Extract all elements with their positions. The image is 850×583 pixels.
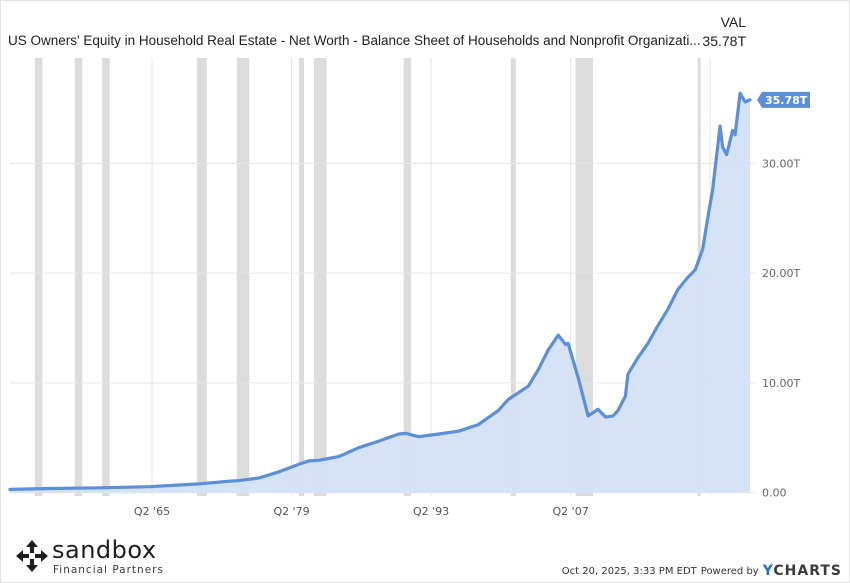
- sandbox-logo: sandbox Financial Partners: [16, 536, 166, 578]
- ycharts-logo-text: CHARTS: [773, 563, 842, 579]
- logo-tagline: Financial Partners: [53, 564, 164, 576]
- powered-by-label: Powered by: [700, 565, 759, 577]
- ycharts-logo-y: Y: [762, 563, 774, 579]
- logo-wordmark: sandbox: [52, 536, 157, 564]
- recession-band: [34, 58, 43, 496]
- current-value: 35.78T: [702, 33, 746, 49]
- y-tick-label: 20.00T: [762, 267, 800, 280]
- y-tick-label: 30.00T: [762, 157, 800, 170]
- val-column-label: VAL: [720, 14, 746, 30]
- recession-band: [299, 58, 305, 496]
- last-value-label: 35.78T: [765, 94, 808, 107]
- chart-header: US Owners' Equity in Household Real Esta…: [0, 0, 850, 56]
- footer-meta: Oct 20, 2025, 3:33 PM EDT Powered by YCH…: [562, 561, 842, 581]
- x-tick-label: Q2 '79: [273, 505, 309, 518]
- recession-band: [102, 58, 110, 496]
- recession-band: [236, 58, 250, 496]
- series-line: [8, 91, 752, 491]
- recession-band: [313, 58, 327, 496]
- recession-band: [196, 58, 207, 496]
- ycharts-logo[interactable]: YCHARTS: [763, 563, 842, 579]
- y-tick-label: 0.00: [762, 487, 787, 500]
- y-tick-label: 10.00T: [762, 377, 800, 390]
- x-tick-label: Q2 '07: [553, 505, 589, 518]
- chart-title: US Owners' Equity in Household Real Esta…: [8, 33, 701, 48]
- recession-band: [510, 58, 516, 496]
- timestamp: Oct 20, 2025, 3:33 PM EDT: [561, 565, 697, 577]
- x-tick-label: Q2 '93: [413, 505, 449, 518]
- recession-band: [403, 58, 412, 496]
- four-arrows-icon: [16, 540, 48, 572]
- series-area: [10, 93, 750, 493]
- area-chart: 0.00 10.00T 20.00T 30.00T Q2 '65 Q2 '79 Q2 '93…: [8, 58, 810, 518]
- recession-band: [74, 58, 83, 496]
- x-tick-label: Q2 '65: [134, 505, 170, 518]
- last-value-callout: [757, 91, 810, 108]
